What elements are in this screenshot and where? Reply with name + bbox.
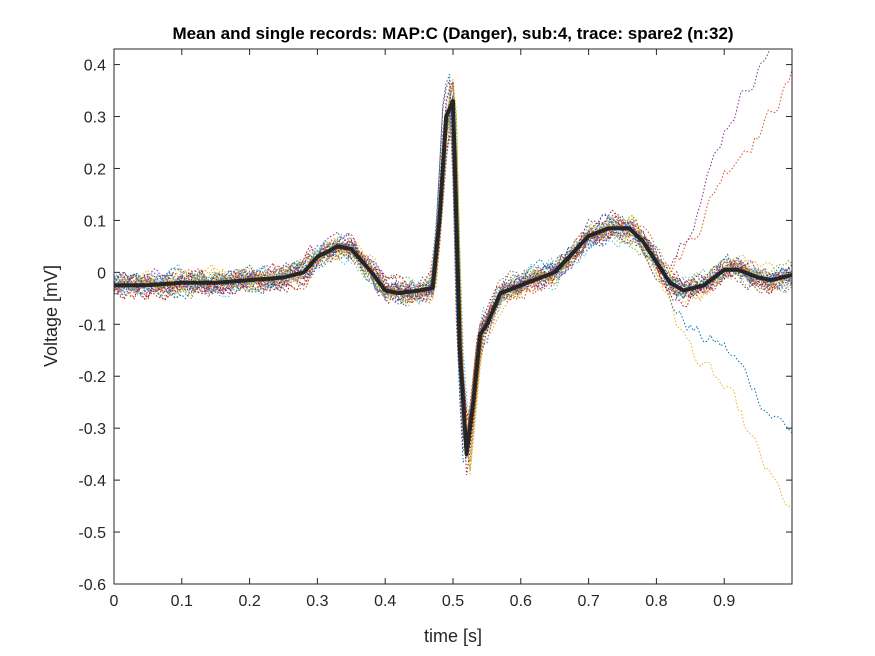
- single-record-line: [114, 69, 792, 439]
- mean-trace-line: [114, 98, 792, 457]
- x-axis: 0 0.1 0.2 0.3 0.4 0.5 0.6 0.7 0.8 0.9: [110, 49, 735, 610]
- single-record-line: [114, 108, 792, 436]
- y-tick-label: 0.2: [84, 161, 106, 178]
- y-tick-label: -0.4: [78, 473, 106, 490]
- y-tick-label: 0: [97, 265, 106, 282]
- x-tick-label: 0.8: [645, 593, 667, 610]
- y-axis-label: Voltage [mV]: [41, 265, 61, 367]
- single-record-line: [114, 128, 792, 413]
- x-tick-label: 0.7: [577, 593, 599, 610]
- x-axis-label: time [s]: [424, 626, 482, 646]
- x-tick-label: 0.2: [238, 593, 260, 610]
- plot-frame: [113, 48, 793, 585]
- y-tick-label: 0.1: [84, 213, 106, 230]
- mean-trace-group: [114, 98, 792, 457]
- plot-axes: 0 0.1 0.2 0.3 0.4 0.5 0.6 0.7 0.8 0.9 0.40.30.20.…: [78, 48, 793, 610]
- y-tick-label: 0.3: [84, 110, 106, 127]
- x-tick-label: 0.9: [713, 593, 735, 610]
- single-record-line: [114, 133, 792, 421]
- y-tick-label: -0.5: [78, 525, 106, 542]
- x-tick-label: 0.5: [442, 593, 464, 610]
- y-axis: 0.4 0.3 0.2 0.1 0 -0.1 -0.2 -0.3 -0.4 -0.5 -0.6: [78, 58, 792, 594]
- y-tick-label: -0.1: [78, 317, 106, 334]
- x-tick-label: 0.1: [171, 593, 193, 610]
- y-tick-label: -0.2: [78, 369, 106, 386]
- single-record-line: [114, 79, 792, 451]
- x-tick-label: 0.6: [510, 593, 532, 610]
- x-tick-label: 0.3: [306, 593, 328, 610]
- single-record-line: [114, 103, 792, 445]
- single-record-line: [114, 90, 792, 443]
- x-tick-label: 0.4: [374, 593, 396, 610]
- x-tick-label: 0: [110, 593, 119, 610]
- single-record-line: [114, 79, 792, 476]
- y-tick-label: -0.6: [78, 577, 106, 594]
- y-tick-label: 0.4: [84, 58, 106, 75]
- single-record-line: [114, 109, 792, 456]
- y-tick-label: -0.3: [78, 421, 106, 438]
- chart-title: Mean and single records: MAP:C (Danger),…: [172, 24, 733, 43]
- single-record-line: [114, 122, 792, 427]
- single-record-line: [114, 78, 792, 475]
